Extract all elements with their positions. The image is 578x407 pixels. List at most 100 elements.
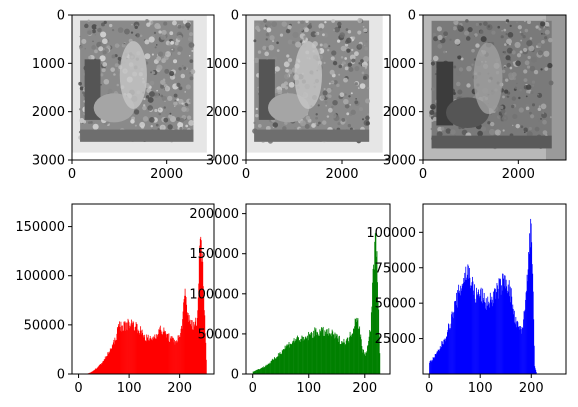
histogram-bar	[347, 341, 349, 374]
histogram-bar	[467, 264, 469, 374]
histogram-bar	[370, 312, 372, 374]
histogram-bar	[258, 369, 260, 374]
histogram-bar	[377, 282, 378, 374]
histogram-bar	[335, 333, 337, 374]
histogram-bar	[102, 361, 104, 374]
histogram-bar	[185, 297, 187, 374]
histogram-bar	[476, 287, 477, 374]
histogram-bar	[429, 361, 431, 374]
histogram-bar	[277, 356, 279, 374]
histogram-bar	[374, 233, 376, 374]
histogram-bar	[486, 309, 488, 374]
histogram-bar	[173, 342, 175, 374]
histogram-bar	[189, 321, 191, 374]
histogram-bar	[280, 354, 282, 374]
histogram-bar	[378, 335, 380, 374]
histogram-bar	[123, 321, 125, 374]
histogram-bar	[141, 334, 143, 374]
histogram-bar	[474, 284, 475, 374]
histogram-bar	[169, 342, 171, 374]
x-tick-label: 2000	[325, 167, 358, 182]
histogram-bar	[462, 285, 464, 374]
histogram-bar	[497, 285, 498, 374]
histogram-bar	[335, 337, 336, 374]
histogram-bar	[470, 285, 472, 374]
histogram-bar	[493, 288, 495, 374]
histogram-bar	[479, 297, 480, 374]
histogram-bar	[323, 335, 325, 374]
histogram-bar	[322, 326, 324, 374]
histogram-bar	[355, 319, 357, 374]
histogram-bar	[272, 359, 274, 374]
histogram-bar	[122, 330, 124, 374]
histogram-bar	[377, 300, 379, 374]
histogram-bar	[266, 366, 268, 374]
histogram-bar	[114, 339, 116, 374]
histogram-bar	[501, 290, 503, 374]
histogram-bar	[262, 367, 264, 374]
histogram-bar	[303, 336, 305, 374]
histogram-bar	[124, 322, 125, 374]
histogram-bar	[128, 322, 130, 374]
histogram-bar	[184, 288, 186, 374]
histogram-bar	[450, 323, 452, 374]
histogram-bar	[339, 343, 341, 374]
histogram-bar	[91, 371, 93, 374]
histogram-bar	[448, 323, 449, 374]
histogram-bar	[185, 295, 187, 374]
histogram-bar	[282, 351, 284, 374]
histogram-bar	[293, 340, 294, 374]
y-tick-label: 2000	[383, 105, 416, 120]
histogram-bar	[365, 352, 367, 374]
histogram-bar	[285, 346, 287, 374]
x-tick-label: 100	[117, 381, 142, 396]
histogram-bar	[345, 344, 347, 374]
histogram-bar	[177, 341, 178, 374]
histogram-bar	[464, 279, 466, 374]
histogram-bar	[267, 363, 269, 374]
histogram-bar	[326, 329, 327, 374]
histogram-bar	[150, 338, 152, 374]
histogram-bar	[331, 329, 333, 374]
histogram-bar	[144, 334, 146, 374]
histogram-bar	[129, 325, 131, 374]
histogram-bar	[158, 329, 160, 374]
histogram-bar	[113, 344, 115, 374]
histogram-bar	[460, 290, 462, 374]
histogram-bar	[434, 354, 436, 374]
histogram-bar	[257, 369, 259, 374]
histogram-bar	[282, 349, 284, 374]
histogram-bar	[508, 291, 510, 374]
histogram-bar	[112, 345, 114, 374]
histogram-bar	[491, 306, 493, 374]
histogram-bar	[132, 324, 133, 374]
histogram-bar	[255, 370, 257, 374]
histogram-bar	[138, 331, 140, 374]
histogram-bar	[515, 316, 517, 374]
histogram-bar	[298, 341, 300, 374]
histogram-bar	[378, 309, 380, 374]
histogram-bar	[118, 321, 120, 374]
histogram-bar	[289, 347, 291, 374]
histogram-bar	[456, 307, 458, 374]
histogram-bar	[254, 370, 256, 374]
histogram-bar	[111, 348, 113, 374]
histogram-bar	[113, 339, 115, 374]
histogram-bar	[533, 319, 535, 374]
histogram-bar	[492, 299, 494, 374]
histogram-bar	[169, 341, 170, 374]
histogram-bar	[526, 290, 527, 374]
histogram-bar	[439, 349, 441, 374]
histogram-bar	[274, 357, 275, 374]
histogram-bar	[375, 231, 377, 374]
histogram-bar	[529, 247, 531, 374]
histogram-bar	[535, 372, 537, 374]
histogram-bar	[168, 333, 170, 374]
histogram-bar	[303, 338, 305, 374]
histogram-bar	[99, 364, 101, 374]
histogram-bar	[463, 278, 465, 374]
histogram-bar	[496, 283, 498, 374]
histogram-bar	[159, 325, 161, 374]
histogram-bar	[310, 331, 312, 374]
